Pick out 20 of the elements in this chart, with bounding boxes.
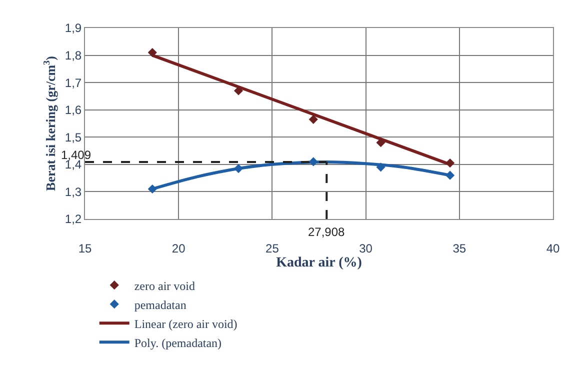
- y-tick-label: 1,8: [64, 48, 82, 62]
- x-tick-label: 30: [359, 241, 373, 256]
- annotation: 1,409: [61, 148, 92, 162]
- annotation: 27,908: [308, 225, 346, 239]
- legend-label: pemadatan: [134, 298, 186, 312]
- legend-label: zero air void: [134, 278, 195, 293]
- legend-label: Linear (zero air void): [134, 316, 238, 331]
- y-tick-label: 1,5: [64, 130, 82, 144]
- x-tick-label: 20: [172, 241, 186, 256]
- y-tick-label: 1,7: [64, 76, 82, 90]
- y-tick-label: 1,3: [64, 184, 82, 199]
- x-tick-label: 40: [546, 241, 560, 256]
- x-tick-label: 25: [266, 241, 280, 256]
- x-tick-label: 15: [78, 241, 92, 256]
- y-tick-label: 1,9: [64, 21, 82, 36]
- y-tick-label: 1,2: [64, 212, 82, 226]
- y-tick-label: 1,6: [64, 103, 82, 118]
- x-tick-label: 35: [452, 241, 466, 256]
- x-axis-title: Kadar air (%): [276, 256, 362, 271]
- legend-label: Poly. (pemadatan): [134, 336, 222, 350]
